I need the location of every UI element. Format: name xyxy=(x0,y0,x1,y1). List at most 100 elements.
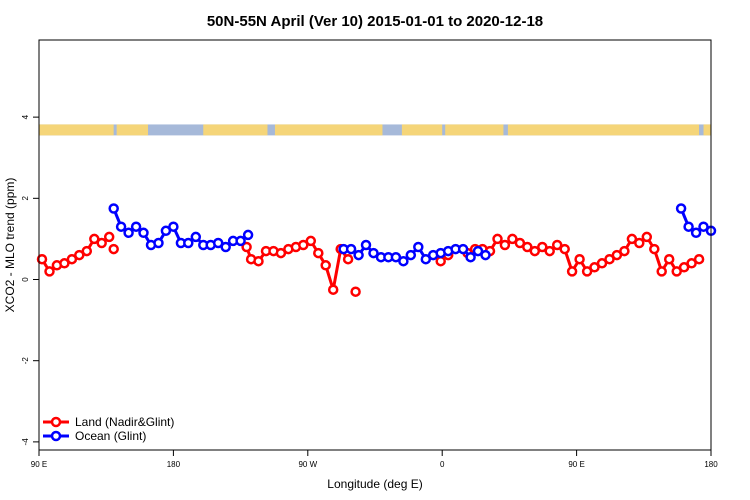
land-point xyxy=(327,284,339,295)
land-point xyxy=(581,266,593,277)
land-point xyxy=(693,253,705,265)
ocean-point xyxy=(398,255,409,267)
land-point xyxy=(656,266,667,277)
land-point xyxy=(529,245,541,257)
land-point xyxy=(96,237,107,249)
ocean-point xyxy=(413,241,424,253)
ocean-legend-label: Ocean (Glint) xyxy=(75,429,146,443)
land-point xyxy=(559,243,570,255)
land-segment xyxy=(203,124,268,136)
series-layer xyxy=(36,203,717,297)
legend: Land (Nadir&Glint)Ocean (Glint) xyxy=(43,415,174,443)
land-point xyxy=(566,266,578,277)
ocean-point xyxy=(690,227,702,239)
land-point xyxy=(103,231,115,243)
land-point xyxy=(313,247,324,259)
land-legend-label: Land (Nadir&Glint) xyxy=(75,415,174,429)
land-point xyxy=(604,253,615,265)
land-point xyxy=(342,253,354,265)
land-point xyxy=(544,245,555,257)
land-segment xyxy=(39,124,114,136)
land-point xyxy=(492,233,503,245)
x-tick-label: 180 xyxy=(167,460,181,469)
land-segment xyxy=(507,124,700,136)
land-point xyxy=(108,243,119,255)
land-legend-marker xyxy=(50,416,62,428)
ocean-point xyxy=(368,247,379,259)
land-point xyxy=(671,266,682,277)
land-point xyxy=(241,241,252,253)
ocean-point xyxy=(190,231,202,243)
ocean-point xyxy=(242,229,254,241)
land-point xyxy=(678,262,690,273)
land-ocean-band xyxy=(39,124,711,136)
x-tick-label: 180 xyxy=(704,460,718,469)
ocean-point xyxy=(683,221,694,232)
land-point xyxy=(81,245,93,257)
land-point xyxy=(589,262,600,273)
ocean-point xyxy=(130,221,142,232)
x-tick-label: 90 E xyxy=(568,460,584,469)
ocean-point xyxy=(123,227,134,239)
ocean-point xyxy=(183,237,194,249)
y-tick-label: 0 xyxy=(21,277,30,282)
ocean-point xyxy=(675,203,687,214)
land-segment xyxy=(445,124,504,136)
x-axis-label: Longitude (deg E) xyxy=(327,477,422,491)
ocean-point xyxy=(138,227,149,239)
land-point xyxy=(663,253,675,265)
land-point xyxy=(320,260,331,271)
land-point xyxy=(626,233,638,245)
ocean-point xyxy=(390,251,402,263)
ocean-point xyxy=(108,203,119,214)
land-point xyxy=(74,249,85,261)
land-point xyxy=(298,239,309,251)
land-point xyxy=(686,258,697,269)
ocean-point xyxy=(160,225,172,237)
land-point xyxy=(305,235,317,247)
land-point xyxy=(66,253,78,265)
land-point xyxy=(36,253,48,265)
x-tick-label: 0 xyxy=(440,460,445,469)
land-point xyxy=(435,255,446,267)
land-point xyxy=(574,253,585,265)
x-tick-label: 90 W xyxy=(298,460,317,469)
land-point xyxy=(89,233,100,245)
land-segment xyxy=(274,124,383,136)
ocean-point xyxy=(345,243,357,255)
ocean-point xyxy=(115,221,127,232)
ocean-point xyxy=(698,221,709,232)
land-point xyxy=(507,233,518,245)
land-point xyxy=(596,258,608,269)
axes: 90 E 180 90 W 0 90 E 180 -4 -2 0 2 4 xyxy=(21,39,718,469)
land-point xyxy=(499,239,511,251)
y-axis-label: XCO2 - MLO trend (ppm) xyxy=(3,178,17,313)
land-point xyxy=(44,266,55,277)
land-point xyxy=(619,245,630,257)
land-point xyxy=(551,239,563,251)
ocean-point xyxy=(168,221,179,232)
land-point xyxy=(350,286,361,297)
land-segment xyxy=(116,124,149,136)
ocean-point xyxy=(420,253,432,265)
ocean-point xyxy=(360,239,372,251)
land-series xyxy=(36,231,705,297)
land-point xyxy=(611,249,623,261)
land-point xyxy=(649,243,660,255)
ocean-point xyxy=(235,235,246,247)
ocean-series xyxy=(108,203,717,267)
land-point xyxy=(275,247,287,259)
land-point xyxy=(537,241,548,253)
land-point xyxy=(634,237,645,249)
ocean-point xyxy=(457,243,469,255)
y-tick-label: -2 xyxy=(21,357,30,365)
ocean-point xyxy=(153,237,164,249)
ocean-point xyxy=(353,249,364,261)
land-point xyxy=(641,231,653,243)
ocean-point xyxy=(212,237,224,249)
land-point xyxy=(59,258,70,269)
land-segment xyxy=(401,124,443,136)
land-segment xyxy=(703,124,711,136)
y-tick-label: 2 xyxy=(21,196,30,201)
